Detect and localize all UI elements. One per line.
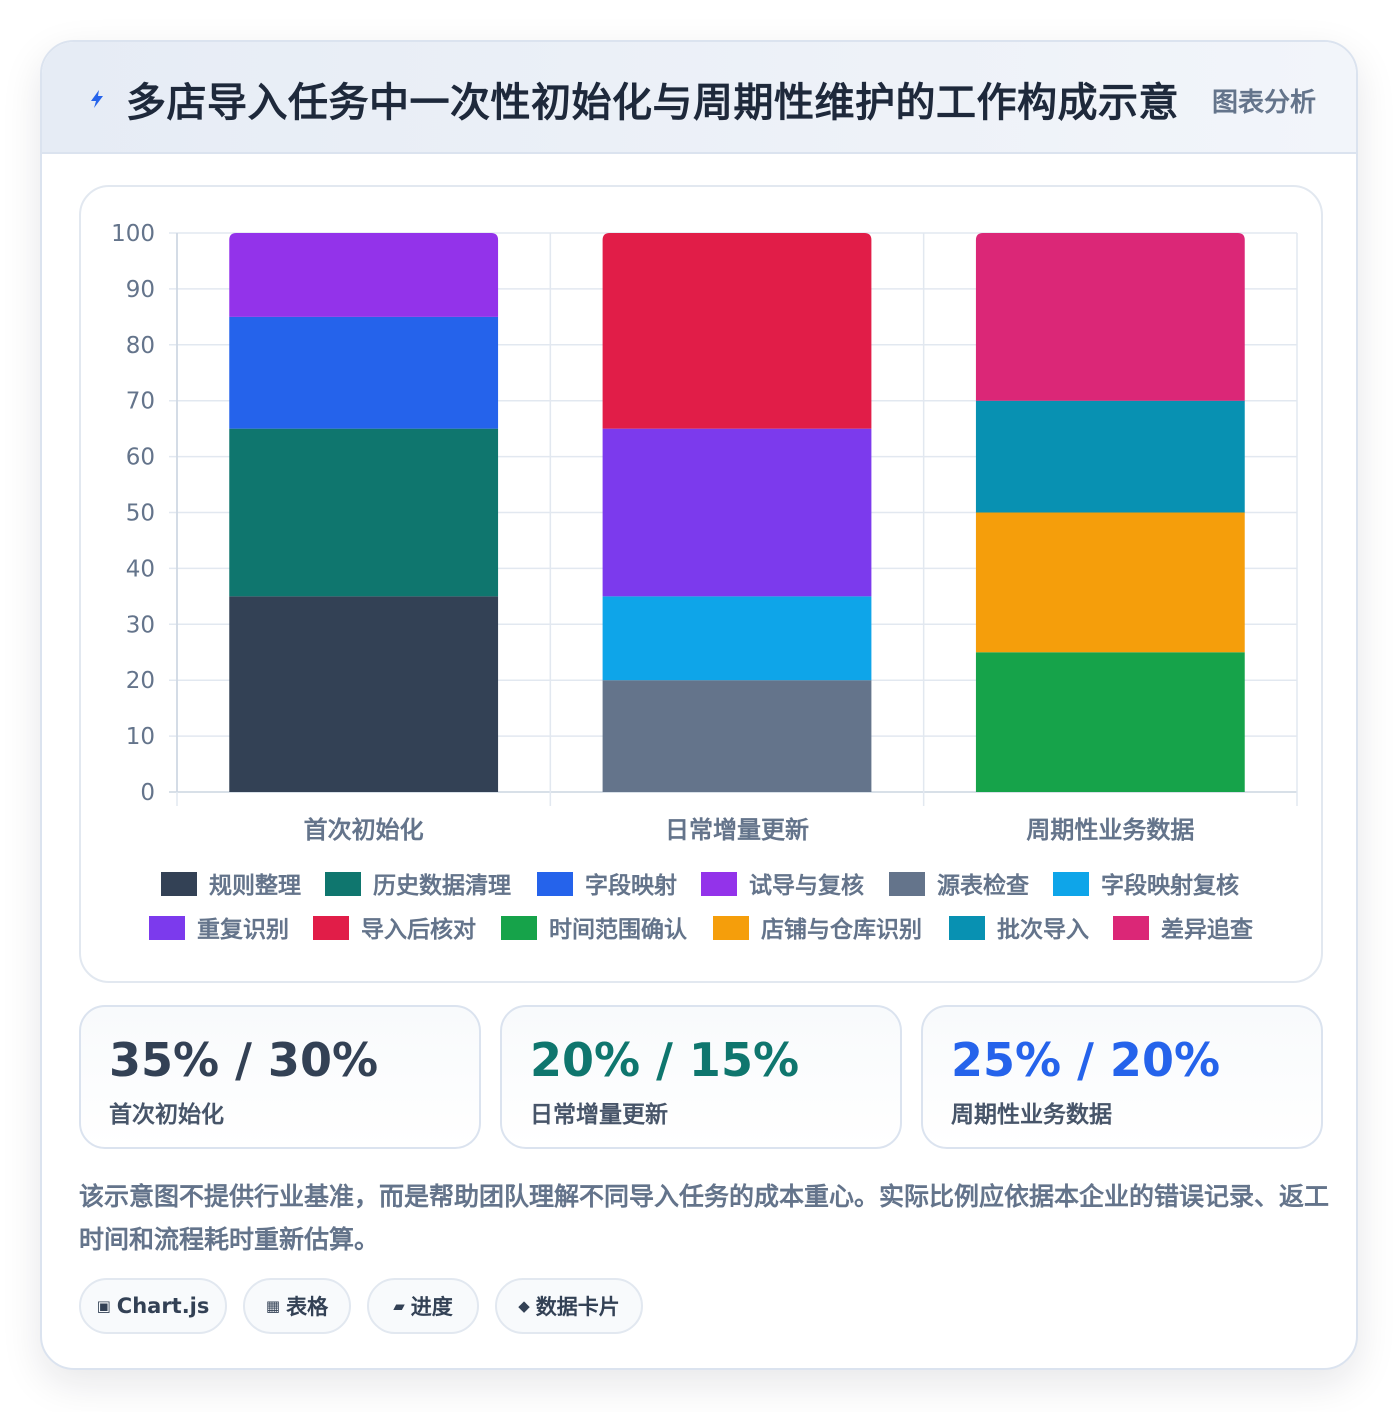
pill-label: 数据卡片 bbox=[535, 1295, 620, 1319]
stat-card-periodic: 25% / 20% 周期性业务数据 bbox=[921, 1005, 1323, 1149]
legend-label: 重复识别 bbox=[197, 917, 289, 943]
bar-segment bbox=[602, 680, 872, 792]
legend-swatch bbox=[325, 872, 361, 896]
stat-value: 20% / 15% bbox=[530, 1033, 800, 1087]
pill-label: 表格 bbox=[286, 1295, 329, 1319]
legend-label: 字段映射复核 bbox=[1101, 872, 1239, 899]
stat-value: 25% / 20% bbox=[951, 1033, 1221, 1087]
bar-segment bbox=[975, 652, 1245, 792]
pill-chartjs[interactable]: ▣ Chart.js bbox=[79, 1278, 227, 1334]
main-card: 多店导入任务中一次性初始化与周期性维护的工作构成示意 图表分析 0 10 20 30 4… bbox=[40, 40, 1358, 1370]
bar-segment bbox=[975, 512, 1245, 653]
legend-swatch bbox=[949, 916, 985, 940]
bar-segment bbox=[602, 428, 872, 597]
legend-swatch bbox=[501, 916, 537, 940]
y-tick-label: 30 bbox=[126, 612, 155, 638]
legend-label: 历史数据清理 bbox=[373, 873, 511, 899]
chart-icon: ▣ bbox=[96, 1297, 111, 1315]
pill-progress[interactable]: ▰ 进度 bbox=[367, 1278, 479, 1334]
stat-label: 首次初始化 bbox=[109, 1102, 224, 1128]
legend-swatch bbox=[1113, 916, 1149, 940]
legend-swatch bbox=[161, 872, 197, 896]
stat-value: 35% / 30% bbox=[109, 1033, 379, 1087]
card-icon: ◆ bbox=[518, 1297, 530, 1315]
y-tick-label: 40 bbox=[126, 556, 155, 582]
y-tick-label: 60 bbox=[126, 445, 155, 471]
pill-label: Chart.js bbox=[116, 1294, 210, 1318]
legend-swatch bbox=[713, 916, 749, 940]
card-header: 多店导入任务中一次性初始化与周期性维护的工作构成示意 图表分析 bbox=[42, 42, 1356, 154]
y-tick-label: 80 bbox=[126, 333, 155, 359]
bar-segment bbox=[975, 400, 1245, 513]
bar-segment bbox=[229, 428, 499, 597]
bar-segment bbox=[229, 233, 499, 317]
bar-segment bbox=[602, 233, 872, 429]
y-tick-label: 70 bbox=[126, 389, 155, 415]
stat-label: 日常增量更新 bbox=[530, 1102, 668, 1128]
page-title: 多店导入任务中一次性初始化与周期性维护的工作构成示意 bbox=[126, 80, 1179, 126]
bar-segment bbox=[975, 233, 1245, 401]
legend-label: 批次导入 bbox=[997, 916, 1089, 943]
legend-swatch bbox=[149, 916, 185, 940]
y-tick-label: 100 bbox=[111, 221, 155, 247]
pill-table[interactable]: ▦ 表格 bbox=[243, 1278, 351, 1334]
chart-container: 0 10 20 30 40 50 60 70 80 90 100 首次初始化 日常增量更新 周期性业务数据… bbox=[79, 185, 1323, 983]
x-tick-label: 首次初始化 bbox=[304, 816, 424, 844]
legend-swatch bbox=[889, 872, 925, 896]
pill-data-card[interactable]: ◆ 数据卡片 bbox=[495, 1278, 643, 1334]
legend-label: 店铺与仓库识别 bbox=[761, 916, 922, 943]
stat-card-initial: 35% / 30% 首次初始化 bbox=[79, 1005, 481, 1149]
y-tick-label: 0 bbox=[140, 780, 155, 806]
y-tick-label: 90 bbox=[126, 277, 155, 303]
bar-segment bbox=[602, 596, 872, 681]
bolt-icon bbox=[91, 90, 103, 108]
legend-label: 字段映射 bbox=[585, 872, 677, 899]
legend-label: 导入后核对 bbox=[361, 916, 476, 943]
bar-segment bbox=[229, 596, 499, 792]
stat-label: 周期性业务数据 bbox=[951, 1102, 1112, 1128]
y-tick-label: 10 bbox=[126, 724, 155, 750]
pill-label: 进度 bbox=[410, 1295, 453, 1319]
legend-label: 源表检查 bbox=[937, 872, 1029, 899]
stacked-bar-chart: 0 10 20 30 40 50 60 70 80 90 100 首次初始化 日常增量更新 周期性业务数据… bbox=[111, 221, 1298, 943]
legend-label: 差异追查 bbox=[1161, 916, 1253, 943]
legend-label: 试导与复核 bbox=[749, 872, 864, 899]
progress-icon: ▰ bbox=[393, 1297, 405, 1315]
x-tick-label: 日常增量更新 bbox=[665, 816, 809, 844]
y-tick-label: 20 bbox=[126, 668, 155, 694]
explanation-note: 该示意图不提供行业基准，而是帮助团队理解不同导入任务的成本重心。实际比例应依据本… bbox=[79, 1182, 1330, 1254]
x-tick-label: 周期性业务数据 bbox=[1026, 816, 1194, 844]
legend-label: 时间范围确认 bbox=[549, 917, 687, 943]
legend-label: 规则整理 bbox=[209, 872, 301, 899]
stat-card-daily: 20% / 15% 日常增量更新 bbox=[500, 1005, 902, 1149]
section-tag: 图表分析 bbox=[1211, 88, 1316, 118]
table-icon: ▦ bbox=[265, 1297, 281, 1315]
y-tick-label: 50 bbox=[126, 501, 155, 527]
legend-swatch bbox=[537, 872, 573, 896]
legend-swatch bbox=[313, 916, 349, 940]
legend-swatch bbox=[1053, 872, 1089, 896]
legend-swatch bbox=[701, 872, 737, 896]
bar-segment bbox=[229, 316, 499, 429]
